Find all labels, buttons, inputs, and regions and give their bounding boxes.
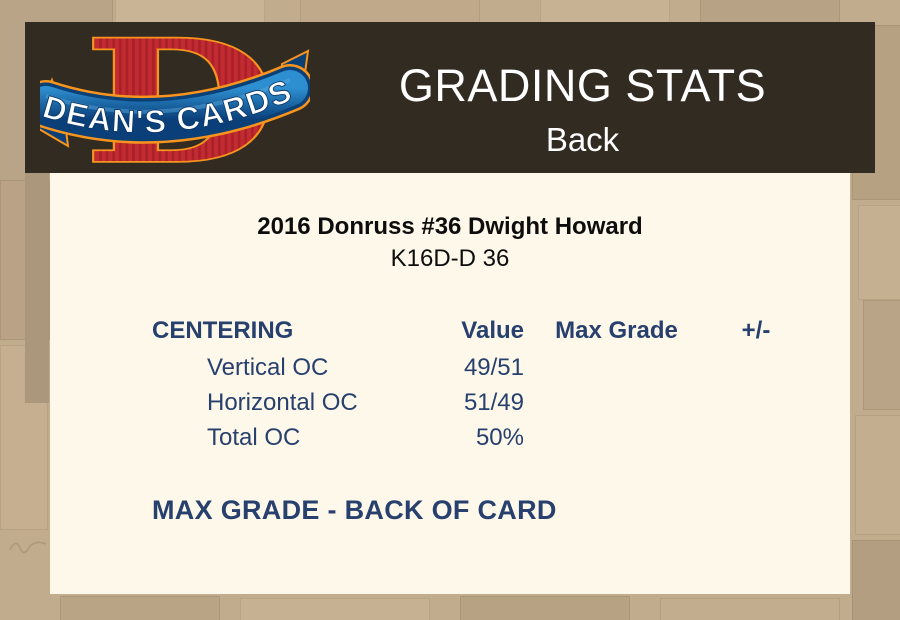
page-subtitle: Back [545,121,620,158]
content-panel: 2016 Donruss #36 Dwight Howard K16D-D 36… [50,173,850,594]
column-header-plus-minus: +/- [741,317,771,344]
column-header-value: Value [461,317,524,344]
table-header-row: CENTERING Value Max Grade +/- [152,315,828,347]
table-body: Vertical OC 49/51 Horizontal OC 51/49 To… [152,350,828,455]
collage-card [858,205,900,300]
collage-card [660,598,840,620]
collage-card [25,173,49,403]
table-row: Horizontal OC 51/49 [152,385,828,420]
centering-table: CENTERING Value Max Grade +/- Vertical O… [152,315,828,455]
card-title: 2016 Donruss #36 Dwight Howard [257,213,643,240]
column-header-max-grade: Max Grade [555,317,678,344]
page-title: GRADING STATS [398,60,767,111]
header-titles: GRADING STATS Back [305,62,860,160]
row-value: 50% [475,423,524,451]
row-label: Horizontal OC [207,388,358,416]
section-header: CENTERING [152,317,294,344]
row-value: 49/51 [463,353,524,381]
collage-card [60,596,220,620]
max-grade-summary: MAX GRADE - BACK OF CARD [152,495,557,525]
collage-card [852,540,900,620]
collage-card [240,598,430,620]
deans-cards-logo: D D DEAN'S CARDS [40,30,310,173]
collage-signature-squiggle [9,541,47,554]
row-label: Total OC [207,423,301,451]
row-label: Vertical OC [207,353,329,381]
table-row: Total OC 50% [152,420,828,455]
table-row: Vertical OC 49/51 [152,350,828,385]
collage-card [863,300,900,410]
collage-card [855,415,900,535]
collage-card [460,596,630,620]
row-value: 51/49 [463,388,524,416]
card-code: K16D-D 36 [390,245,510,272]
header-bar: D D DEAN'S CARDS GRADING STATS Back [25,22,875,173]
